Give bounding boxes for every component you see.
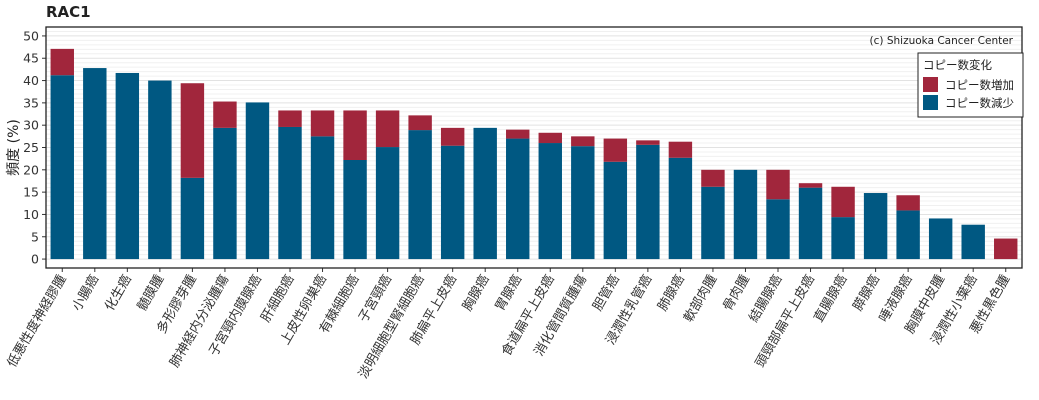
bar-segment-gain bbox=[440, 127, 465, 146]
legend-title: コピー数変化 bbox=[923, 58, 992, 72]
bar-segment-loss bbox=[896, 210, 920, 260]
bar-segment-gain bbox=[343, 110, 367, 160]
plot-border bbox=[45, 26, 1023, 269]
bar-segment-loss bbox=[213, 127, 237, 260]
bar-segment-loss bbox=[603, 161, 628, 260]
bar-segment-loss bbox=[863, 193, 888, 260]
bar-segment-loss bbox=[571, 146, 595, 260]
x-tick-label: 化生癌 bbox=[101, 272, 134, 314]
bar-segment-loss bbox=[961, 224, 985, 260]
y-tick-label: 20 bbox=[23, 162, 39, 177]
bar-segment-gain bbox=[766, 169, 790, 200]
x-tick-label: 髄膜腫 bbox=[134, 272, 167, 314]
bar-segment-loss bbox=[278, 126, 302, 260]
x-tick-label: 肺神経内分泌腫瘍 bbox=[167, 272, 233, 370]
bar-segment-gain bbox=[506, 129, 530, 139]
bar-segment-gain bbox=[831, 186, 855, 218]
y-tick-label: 40 bbox=[23, 73, 39, 88]
bar-segment-gain bbox=[994, 238, 1018, 260]
x-tick-label: 低悪性度神経膠腫 bbox=[4, 272, 70, 370]
bar-segment-loss bbox=[245, 102, 270, 260]
x-tick-label: 胃腺癌 bbox=[492, 272, 525, 314]
bar-segment-loss bbox=[668, 157, 693, 260]
bar-segment-loss bbox=[473, 127, 497, 260]
bar-segment-loss bbox=[343, 159, 367, 260]
bar-segment-loss bbox=[766, 199, 790, 260]
bar-segment-gain bbox=[50, 48, 74, 76]
x-tick-label: 膵腺癌 bbox=[850, 272, 883, 314]
bar-segment-loss bbox=[506, 138, 530, 260]
bar-segment-loss bbox=[928, 218, 953, 260]
y-tick-label: 45 bbox=[23, 51, 39, 66]
bar-segment-gain bbox=[603, 138, 628, 162]
x-tick-label: 頭頸部扁平上皮癌 bbox=[752, 272, 818, 370]
bar-segment-loss bbox=[83, 68, 107, 260]
bar-segment-gain bbox=[571, 136, 595, 147]
bar-segment-loss bbox=[636, 144, 660, 260]
y-axis-label: 頻度 (%) bbox=[6, 119, 22, 176]
bar-segment-gain bbox=[310, 110, 335, 137]
bar-segment-loss bbox=[440, 145, 465, 260]
bar-segment-gain bbox=[701, 169, 725, 187]
y-tick-label: 5 bbox=[31, 229, 39, 244]
bar-segment-gain bbox=[636, 140, 660, 145]
y-tick-label: 10 bbox=[23, 207, 39, 222]
bar-segment-loss bbox=[538, 143, 562, 260]
x-tick-label: 小腸癌 bbox=[69, 272, 102, 314]
y-tick-label: 15 bbox=[23, 185, 39, 200]
y-tick-label: 30 bbox=[23, 118, 39, 133]
bar-segment-loss bbox=[310, 136, 335, 260]
bar-segment-loss bbox=[831, 217, 855, 260]
bar-segment-loss bbox=[701, 186, 725, 260]
bar-segment-gain bbox=[896, 195, 920, 211]
bar-segment-gain bbox=[180, 83, 205, 178]
legend-swatch bbox=[923, 95, 938, 110]
bar-segment-loss bbox=[148, 80, 172, 260]
bar-segment-gain bbox=[213, 101, 237, 128]
legend-swatch bbox=[923, 77, 938, 92]
y-tick-label: 50 bbox=[23, 28, 39, 43]
x-tick-label: 肺腺癌 bbox=[654, 272, 687, 314]
chart-title: RAC1 bbox=[46, 3, 91, 21]
y-tick-label: 0 bbox=[31, 252, 39, 267]
x-tick-label: 胸腺癌 bbox=[459, 272, 492, 314]
bar-segment-loss bbox=[798, 187, 823, 260]
legend-label: コピー数減少 bbox=[945, 96, 1014, 110]
bar-segment-gain bbox=[278, 110, 302, 127]
bar-segment-loss bbox=[733, 169, 758, 260]
bar-segment-gain bbox=[538, 132, 562, 144]
bar-segment-loss bbox=[50, 75, 74, 260]
x-tick-label: 胆管癌 bbox=[589, 272, 622, 314]
copyright-text: (c) Shizuoka Cancer Center bbox=[870, 35, 1014, 47]
legend-label: コピー数増加 bbox=[945, 78, 1014, 92]
x-tick-label: 骨肉腫 bbox=[720, 272, 753, 314]
bar-segment-gain bbox=[408, 115, 432, 131]
bar-segment-loss bbox=[375, 147, 400, 260]
y-tick-label: 25 bbox=[23, 140, 39, 155]
bar-segment-loss bbox=[408, 130, 432, 260]
bar-segment-gain bbox=[375, 110, 400, 148]
bar-segment-gain bbox=[668, 141, 693, 158]
y-tick-label: 35 bbox=[23, 95, 39, 110]
bar-segment-gain bbox=[798, 183, 823, 188]
bar-segment-loss bbox=[115, 72, 140, 260]
bar-segment-loss bbox=[180, 177, 205, 260]
